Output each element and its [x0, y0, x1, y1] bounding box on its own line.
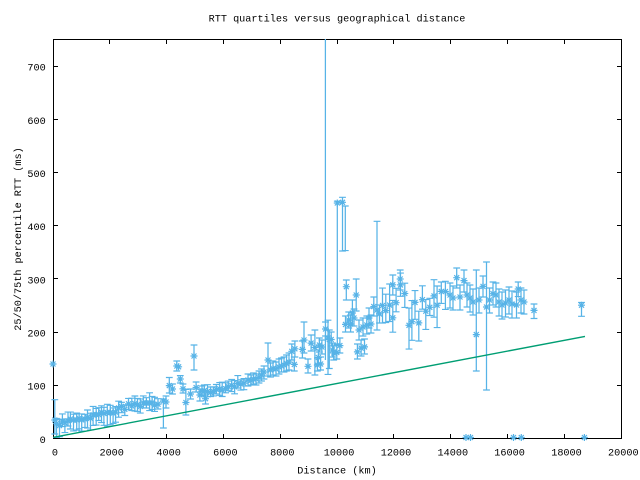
svg-text:25/50/75th percentile RTT (ms): 25/50/75th percentile RTT (ms) [13, 147, 25, 330]
svg-text:12000: 12000 [381, 448, 412, 459]
svg-text:RTT quartiles versus geographi: RTT quartiles versus geographical distan… [209, 14, 466, 26]
svg-text:100: 100 [27, 383, 45, 394]
svg-text:18000: 18000 [551, 448, 582, 459]
svg-text:300: 300 [27, 276, 45, 287]
svg-text:0: 0 [52, 448, 58, 459]
svg-text:2000: 2000 [99, 448, 123, 459]
svg-text:Distance (km): Distance (km) [297, 466, 376, 478]
svg-text:6000: 6000 [213, 448, 237, 459]
svg-text:10000: 10000 [324, 448, 355, 459]
svg-text:600: 600 [27, 117, 45, 128]
svg-text:0: 0 [40, 436, 46, 447]
svg-text:4000: 4000 [156, 448, 180, 459]
svg-text:20000: 20000 [608, 448, 639, 459]
svg-text:200: 200 [27, 330, 45, 341]
svg-text:700: 700 [27, 64, 45, 75]
svg-text:400: 400 [27, 223, 45, 234]
svg-text:500: 500 [27, 170, 45, 181]
svg-text:8000: 8000 [270, 448, 294, 459]
svg-text:14000: 14000 [438, 448, 469, 459]
svg-text:16000: 16000 [494, 448, 525, 459]
